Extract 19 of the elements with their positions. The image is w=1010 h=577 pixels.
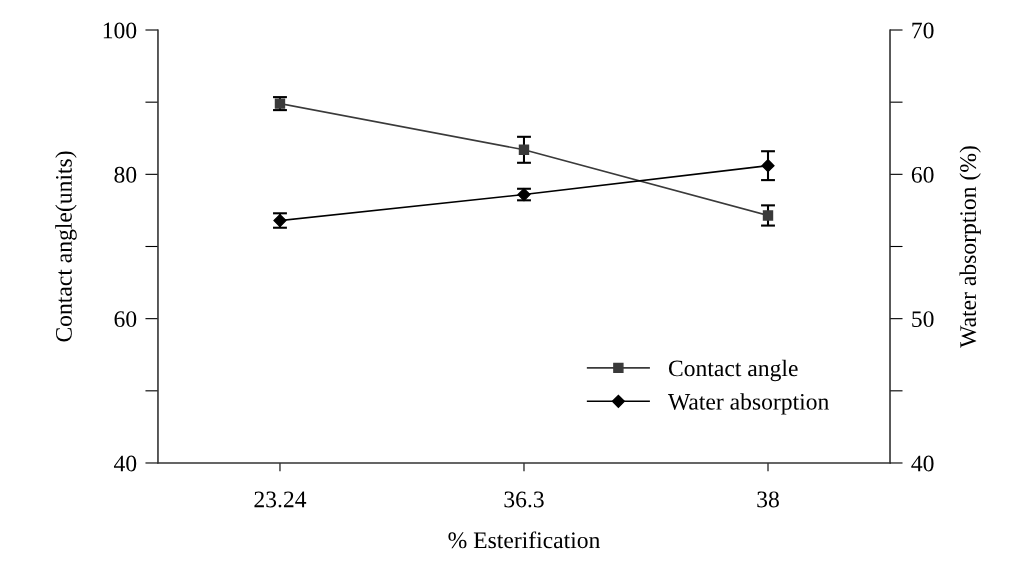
legend-label: Water absorption: [667, 393, 829, 415]
x-tick-label: 36.3: [504, 491, 544, 508]
y-tick-label: 80: [114, 166, 137, 183]
y-tick-label: 100: [103, 22, 137, 39]
y2-axis-title: Water absorption (%): [959, 146, 981, 348]
y-tick-label: 40: [113, 455, 137, 472]
point: [518, 144, 530, 156]
legend-label: Contact angle: [668, 359, 798, 382]
x-tick-label: 38: [757, 491, 779, 508]
x-axis-title: % Esterification: [448, 531, 601, 549]
y2-tick-label: 70: [912, 22, 934, 39]
y-axis-title: Contact angle(units): [55, 151, 77, 342]
y2-tick-label: 60: [911, 166, 934, 183]
point: [761, 159, 775, 173]
y-tick-label: 60: [114, 311, 137, 328]
y2-tick-label: 40: [911, 455, 934, 472]
point: [762, 210, 774, 221]
y2-tick-label: 50: [912, 311, 934, 328]
x-tick-label: 23.24: [254, 491, 307, 508]
